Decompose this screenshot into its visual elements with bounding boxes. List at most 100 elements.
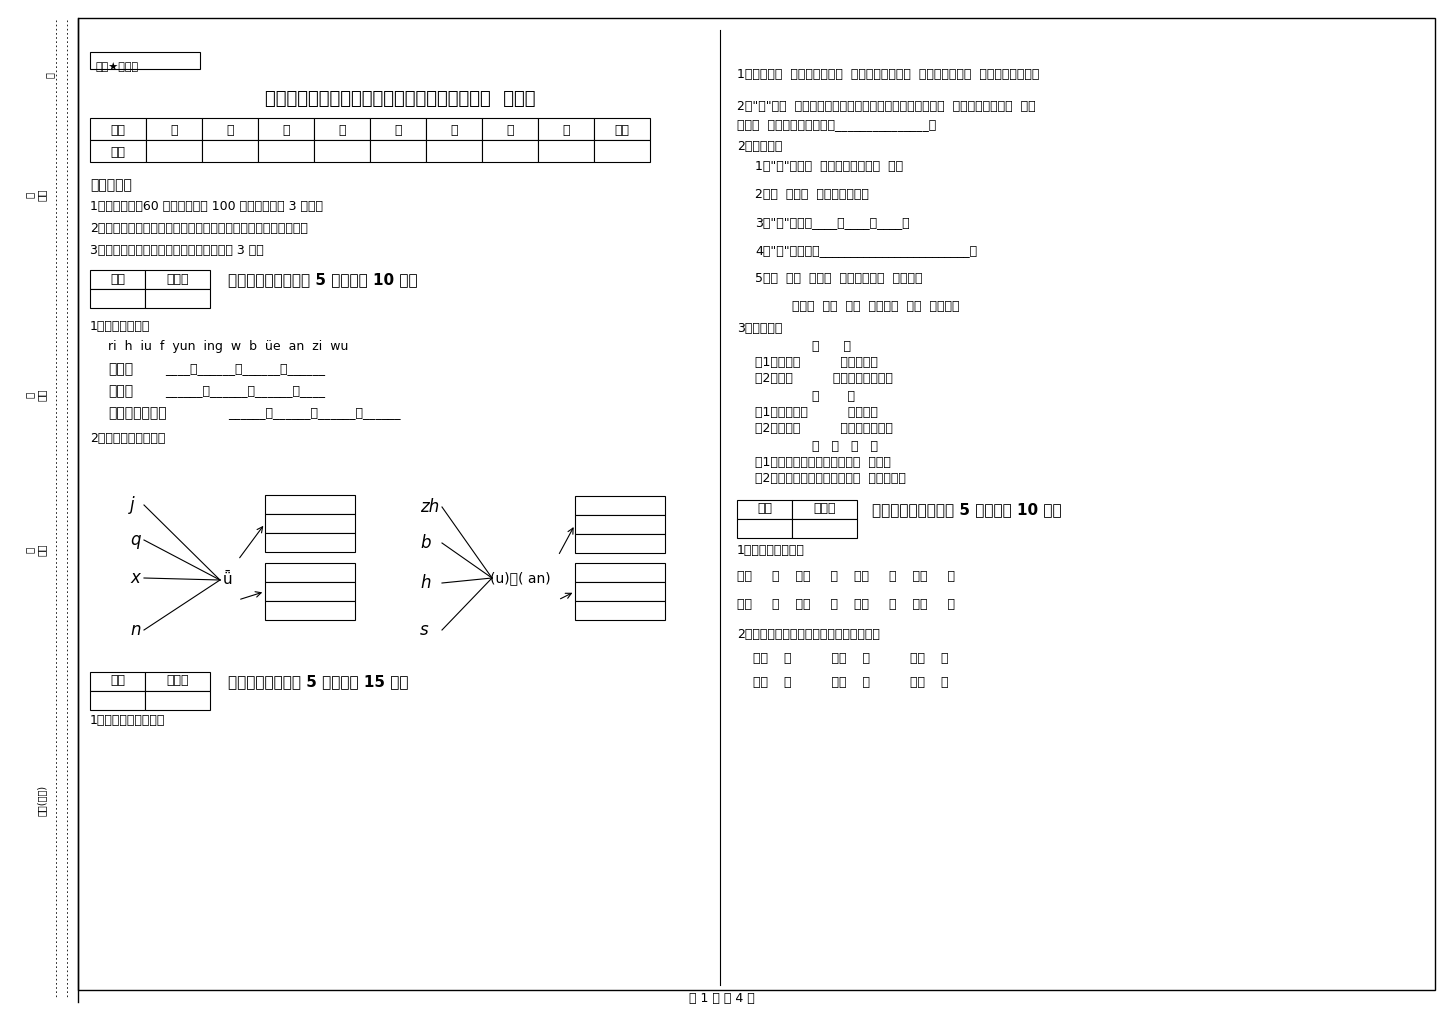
Bar (264, 514, 355, 533)
Text: (u)－( an): (u)－( an) (490, 571, 551, 585)
Text: 三: 三 (282, 123, 290, 137)
Text: ______、______、______、______: ______、______、______、______ (228, 406, 400, 419)
Text: （1）你要到（          ）儿去？: （1）你要到（ ）儿去？ (754, 406, 879, 419)
Text: （2）我（          ）次来到公园里。: （2）我（ ）次来到公园里。 (754, 372, 893, 385)
Text: 得分: 得分 (110, 675, 126, 688)
Text: x: x (130, 569, 140, 587)
Text: 得分: 得分 (757, 502, 772, 516)
Bar (594, 140, 650, 162)
Bar (90, 118, 146, 140)
Bar (737, 519, 792, 538)
Text: 第 1 页 共 4 页: 第 1 页 共 4 页 (689, 991, 754, 1005)
Bar (264, 495, 355, 514)
Bar (370, 118, 426, 140)
Text: s: s (420, 621, 429, 639)
Bar (90, 140, 146, 162)
Bar (737, 500, 792, 519)
Text: 七: 七 (506, 123, 514, 137)
Bar (575, 515, 665, 534)
Text: b: b (420, 534, 431, 552)
Bar (146, 118, 202, 140)
Text: ____、______、______、______: ____、______、______、______ (165, 362, 325, 375)
Text: 那       哪: 那 哪 (812, 390, 855, 403)
Text: 考试须知：: 考试须知： (90, 178, 131, 192)
Bar (538, 118, 594, 140)
Text: 题号: 题号 (110, 123, 126, 137)
Text: 总分: 总分 (614, 123, 630, 137)
Text: 四: 四 (338, 123, 345, 137)
Bar (90, 270, 144, 289)
Text: 5、（  ）（  ）依（  ）尽，黄河（  ）海流。: 5、（ ）（ ）依（ ）尽，黄河（ ）海流。 (754, 272, 922, 285)
Text: 1、考试时间：60 分钟，满分为 100 分（含卷面分 3 分）。: 1、考试时间：60 分钟，满分为 100 分（含卷面分 3 分）。 (90, 200, 324, 213)
Text: 3、不要在试卷上乱写乱画，卷面不整洁扣 3 分。: 3、不要在试卷上乱写乱画，卷面不整洁扣 3 分。 (90, 244, 264, 257)
Bar (575, 564, 665, 582)
Text: （1）妈妈给我和小狗拍了张（  ）片。: （1）妈妈给我和小狗拍了张（ ）片。 (754, 455, 892, 469)
Text: 学校: 学校 (38, 544, 48, 556)
Bar (426, 140, 483, 162)
Text: j: j (130, 496, 134, 514)
Text: 冬（     ）    话（     ）    队（     ）    桃（     ）: 冬（ ） 话（ ） 队（ ） 桃（ ） (737, 598, 955, 611)
Text: 题: 题 (45, 72, 55, 77)
Text: 评卷人: 评卷人 (814, 502, 835, 516)
Bar (144, 691, 210, 710)
Text: 共有（  ）笔，笔画顺序是：_______________。: 共有（ ）笔，笔画顺序是：_______________。 (737, 118, 936, 131)
Text: ri  h  iu  f  yun  ing  w  b  üe  an  zi  wu: ri h iu f yun ing w b üe an zi wu (108, 340, 348, 353)
Bar (144, 289, 210, 308)
Text: 安徽省重点小学一年级语文下学期期中考试试卷  附答案: 安徽省重点小学一年级语文下学期期中考试试卷 附答案 (264, 90, 535, 108)
Text: 乡镇(街道): 乡镇(街道) (38, 785, 48, 815)
Bar (594, 118, 650, 140)
Text: 东（     ）    画（     ）    以（     ）    跳（     ）: 东（ ） 画（ ） 以（ ） 跳（ ） (737, 570, 955, 583)
Bar (483, 118, 538, 140)
Text: 欲穷（  ）（  ）（  ），更（  ）（  ）层楼。: 欲穷（ ）（ ）（ ），更（ ）（ ）层楼。 (792, 300, 959, 313)
Bar (90, 52, 199, 69)
Text: （2）小河（          ）边是我的家。: （2）小河（ ）边是我的家。 (754, 422, 893, 435)
Text: 韵母：: 韵母： (108, 384, 133, 398)
Bar (264, 582, 355, 601)
Text: q: q (130, 531, 140, 549)
Bar (264, 601, 355, 620)
Text: 2、我会拼，我会写。: 2、我会拼，我会写。 (90, 432, 165, 445)
Bar (483, 140, 538, 162)
Bar (144, 270, 210, 289)
Text: 六: 六 (451, 123, 458, 137)
Text: 2、我会填。: 2、我会填。 (737, 140, 782, 153)
Text: 1、比一比再组词。: 1、比一比再组词。 (737, 544, 805, 557)
Bar (259, 140, 314, 162)
Bar (426, 118, 483, 140)
Bar (575, 534, 665, 553)
Bar (264, 564, 355, 582)
Text: zh: zh (420, 498, 439, 516)
Text: 姓名: 姓名 (38, 189, 48, 201)
Text: ______、______、______、____: ______、______、______、____ (165, 384, 325, 397)
Text: 八: 八 (562, 123, 569, 137)
Bar (575, 601, 665, 620)
Text: 2、我会照样子加一笔，变成新字写下来。: 2、我会照样子加一笔，变成新字写下来。 (737, 628, 880, 641)
Text: 一: 一 (171, 123, 178, 137)
Text: 评卷人: 评卷人 (166, 273, 189, 286)
Text: 装: 装 (25, 547, 35, 553)
Text: 班级: 班级 (38, 389, 48, 401)
Text: 米（    ）          牛（    ）          十（    ）: 米（ ） 牛（ ） 十（ ） (737, 676, 948, 689)
Text: 3、我会选。: 3、我会选。 (737, 322, 782, 335)
Text: 三、识字写字（每题 5 分，共计 10 分）: 三、识字写字（每题 5 分，共计 10 分） (871, 502, 1062, 518)
Text: 得分: 得分 (110, 146, 126, 159)
Text: 评卷人: 评卷人 (166, 675, 189, 688)
Text: h: h (420, 574, 431, 592)
Bar (575, 582, 665, 601)
Text: 准: 准 (25, 192, 35, 198)
Bar (146, 140, 202, 162)
Text: 1、按要求分类。: 1、按要求分类。 (90, 320, 150, 333)
Bar (202, 140, 259, 162)
Text: 二、填空题（每题 5 分，共计 15 分）: 二、填空题（每题 5 分，共计 15 分） (228, 675, 409, 690)
Bar (538, 140, 594, 162)
Text: 绝密★启用前: 绝密★启用前 (95, 62, 139, 72)
Bar (90, 691, 144, 710)
Bar (259, 118, 314, 140)
Text: n: n (130, 621, 140, 639)
Bar (90, 672, 144, 691)
Text: ǖ: ǖ (223, 573, 233, 588)
Text: 1、我会按要求填写。: 1、我会按要求填写。 (90, 714, 165, 727)
Text: 相   想   像   象: 相 想 像 象 (812, 440, 879, 453)
Text: 1、哥哥在（  ）边，弟弟在（  ）边。哥哥跑得（  ），弟弟跑得（  ）（写上反义词）: 1、哥哥在（ ）边，弟弟在（ ）边。哥哥跑得（ ），弟弟跑得（ ）（写上反义词） (737, 68, 1039, 81)
Text: 整体认读音节：: 整体认读音节： (108, 406, 166, 420)
